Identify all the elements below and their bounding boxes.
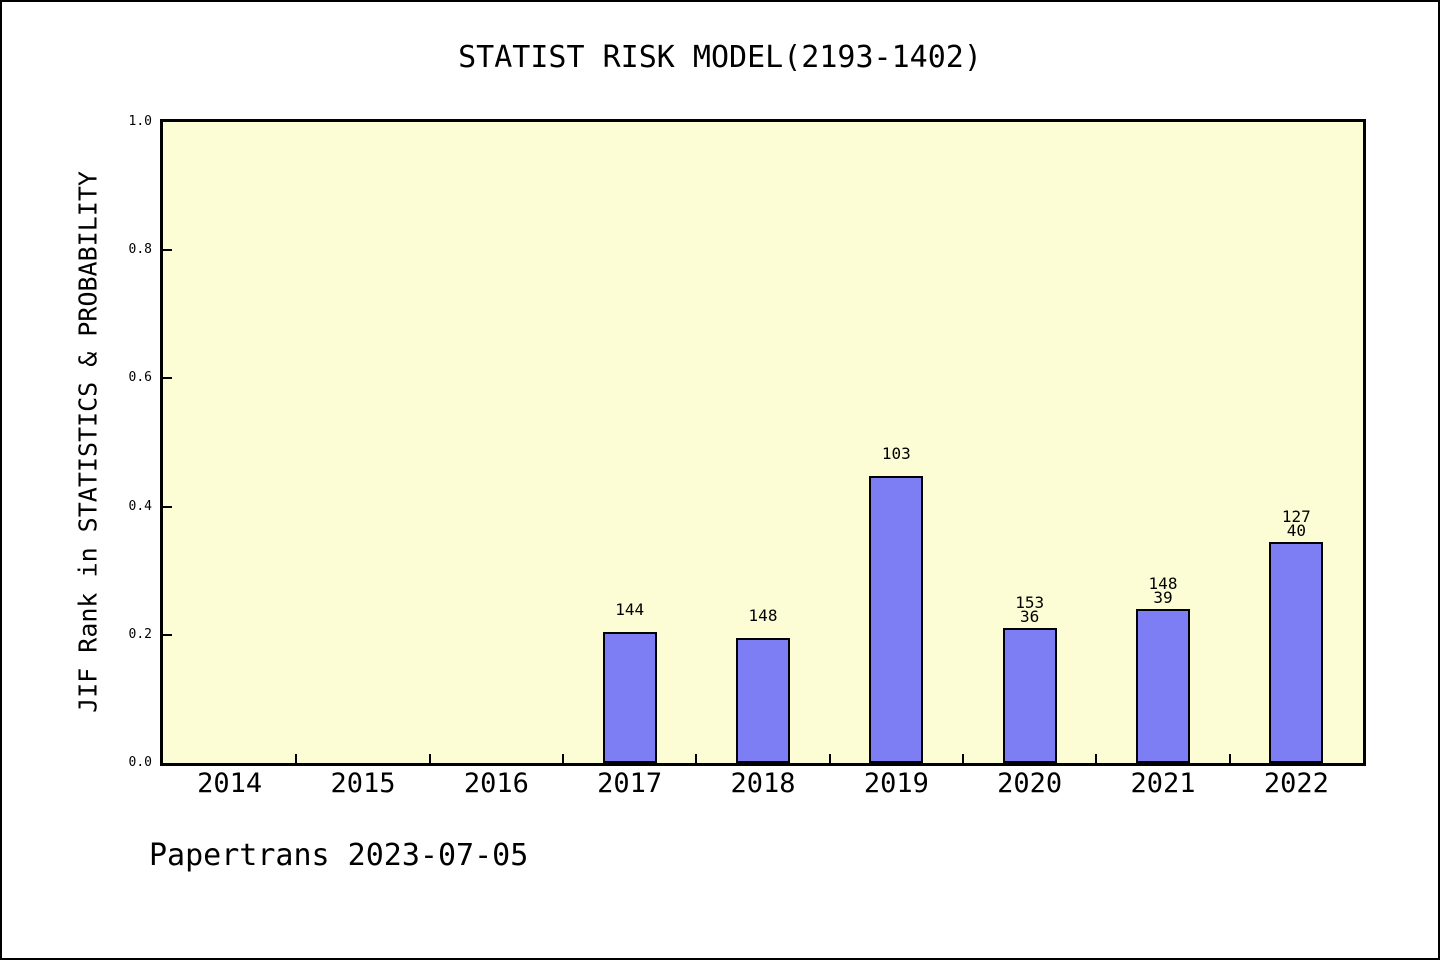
x-tick xyxy=(962,754,964,763)
bar-label-line: 127 xyxy=(1281,507,1311,526)
x-tick xyxy=(295,754,298,763)
bar xyxy=(1136,609,1190,763)
x-tick xyxy=(828,754,831,763)
y-tick-label: 0.6 xyxy=(128,370,152,386)
bar-label: 148 xyxy=(693,606,833,625)
bar-label-line: 148 xyxy=(748,606,778,625)
footer-watermark: Papertrans 2023-07-05 xyxy=(149,838,529,873)
x-tick xyxy=(1228,754,1231,763)
bar-label: 144 xyxy=(560,600,700,619)
bar-label: 148 39 xyxy=(1093,574,1233,607)
bar xyxy=(869,476,924,763)
x-tick-label: 2019 xyxy=(863,768,929,799)
bar-label-line: 40 xyxy=(1286,521,1306,540)
y-tick xyxy=(163,505,172,508)
x-tick xyxy=(1095,754,1098,763)
bar-label-line: 144 xyxy=(615,600,645,619)
bar-label-line: 103 xyxy=(881,444,911,463)
bar-label-line: 36 xyxy=(1020,607,1040,626)
bar-label: 103 xyxy=(826,444,966,463)
x-tick-label: 2017 xyxy=(597,768,663,799)
x-tick-label: 2018 xyxy=(730,768,796,799)
y-tick-label: 0.0 xyxy=(128,755,152,770)
y-tick xyxy=(163,377,172,380)
x-tick-label: 2015 xyxy=(330,768,396,799)
x-tick-label: 2021 xyxy=(1130,768,1196,799)
bar-label-line: 39 xyxy=(1153,588,1173,607)
x-tick-label: 2022 xyxy=(1263,768,1329,799)
y-tick xyxy=(163,633,172,636)
bar xyxy=(602,632,657,763)
y-tick-label: 0.8 xyxy=(128,242,152,258)
y-tick-label: 0.4 xyxy=(128,498,152,514)
plot-area: 144 148 103 153 36 148 39 127 40 xyxy=(160,119,1366,766)
bar xyxy=(1269,542,1324,763)
bar xyxy=(1002,628,1057,763)
x-tick xyxy=(428,754,431,763)
bar-label-line: 153 xyxy=(1015,593,1045,612)
x-tick xyxy=(562,754,564,763)
bar xyxy=(736,638,790,763)
x-tick xyxy=(695,754,698,763)
chart-title: STATIST RISK MODEL(2193-1402) xyxy=(458,40,982,75)
y-tick-label: 1.0 xyxy=(128,114,152,129)
bar-label: 127 40 xyxy=(1226,507,1366,540)
y-tick xyxy=(163,249,172,252)
x-tick-label: 2016 xyxy=(463,768,529,799)
y-tick-label: 0.2 xyxy=(128,626,152,642)
bar-label: 153 36 xyxy=(960,593,1100,626)
x-tick-label: 2014 xyxy=(197,768,263,799)
bar-label-line: 148 xyxy=(1148,574,1178,593)
x-tick-label: 2020 xyxy=(997,768,1063,799)
